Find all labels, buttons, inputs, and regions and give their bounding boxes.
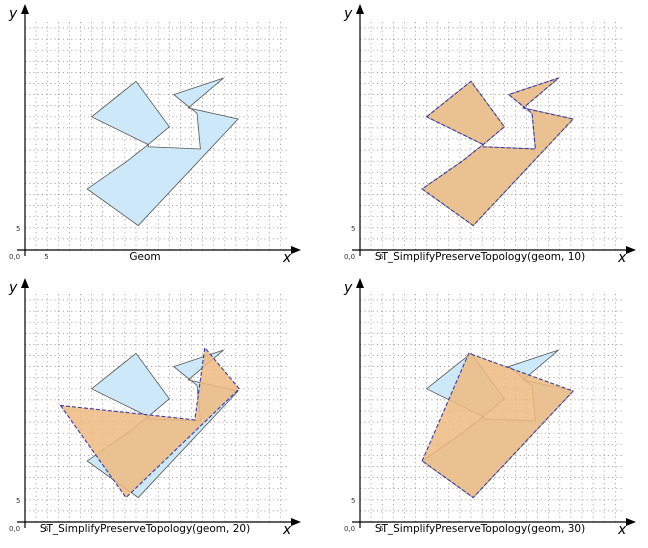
y-axis-arrow-icon [356,4,364,14]
subplot-1: y x 0,0 5 5 Geom [8,4,301,266]
subplot-4: yx0,0 55ST_SimplifyPreserveTopology(geom,… [343,278,636,538]
y-axis-label: y [8,280,18,296]
x-axis-arrow-icon [291,518,301,526]
subplot-3: yx0,0 55ST_SimplifyPreserveTopology(geom,… [8,278,301,538]
y-tick-label-5: 5 [16,225,20,233]
subplot-caption: ST_SimplifyPreserveTopology(geom, 20) [40,523,250,535]
subplot-2: yx0,0 55ST_SimplifyPreserveTopology(geom,… [343,4,636,266]
origin-label: 0,0 [344,525,355,533]
x-tick-label-5: 5 [379,525,383,533]
subplot-caption: ST_SimplifyPreserveTopology(geom, 30) [375,523,585,535]
simplified-geometry [59,346,240,499]
y-tick-label-5: 5 [351,497,355,505]
x-axis-label: x [617,522,627,538]
x-axis-label: x [617,250,627,266]
x-axis-arrow-icon [291,246,301,254]
y-axis-arrow-icon [21,278,29,288]
x-tick-label-5: 5 [44,253,48,261]
y-tick-label-5: 5 [16,497,20,505]
simplified-geometry [421,77,575,227]
x-tick-label-5: 5 [379,253,383,261]
simplified-geometry [421,352,575,499]
x-axis-arrow-icon [626,518,636,526]
origin-label: 0,0 [344,253,355,261]
x-axis-label: x [282,522,292,538]
subplot-caption: Geom [129,251,160,263]
original-geometry [86,77,239,227]
x-axis-arrow-icon [626,246,636,254]
y-axis-arrow-icon [21,4,29,14]
y-axis-arrow-icon [356,278,364,288]
origin-label: 0,0 [9,525,20,533]
x-tick-label-5: 5 [44,525,48,533]
y-axis-label: y [343,280,353,296]
origin-label: 0,0 [9,253,20,261]
x-axis-label: x [282,250,292,266]
y-axis-label: y [8,6,18,22]
y-axis-label: y [343,6,353,22]
subplot-caption: ST_SimplifyPreserveTopology(geom, 10) [375,251,585,263]
y-tick-label-5: 5 [351,225,355,233]
